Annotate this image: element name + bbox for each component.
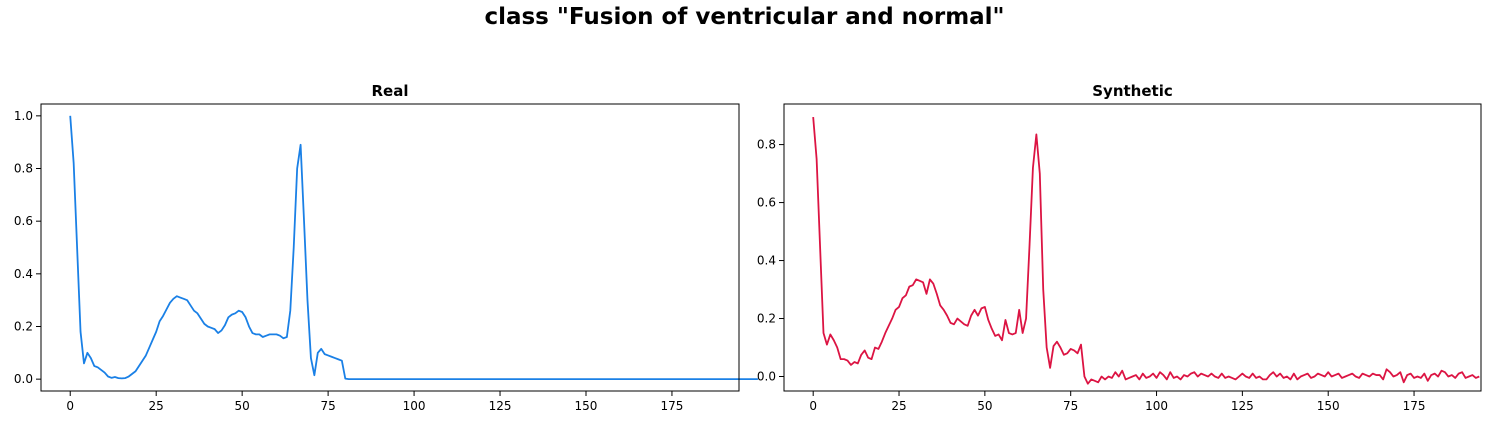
panel-real-x-tick-label: 125 xyxy=(489,399,512,413)
panel-real-x-tick-label: 0 xyxy=(66,399,74,413)
panel-real-y-tick-label: 0.6 xyxy=(14,214,33,228)
panel-synthetic-y-tick-label: 0.6 xyxy=(757,196,776,210)
panel-real-x-tick-label: 100 xyxy=(403,399,426,413)
panel-real-frame xyxy=(40,103,740,392)
panel-synthetic-y-tick-label: 0.0 xyxy=(757,370,776,384)
panel-synthetic-x-tick-label: 75 xyxy=(1063,399,1078,413)
panel-real-title: Real xyxy=(372,82,409,100)
panel-real-y-tick-label: 0.0 xyxy=(14,372,33,386)
panel-real-y-tick-label: 0.4 xyxy=(14,267,33,281)
panel-synthetic-x-tick-label: 50 xyxy=(977,399,992,413)
panel-synthetic-x-tick-label: 25 xyxy=(891,399,906,413)
panel-synthetic-y-tick-label: 0.2 xyxy=(757,312,776,326)
panel-synthetic-x-tick-label: 150 xyxy=(1317,399,1340,413)
panel-synthetic-y-tick-label: 0.8 xyxy=(757,138,776,152)
panel-synthetic-y-tick-label: 0.4 xyxy=(757,254,776,268)
panel-real-series-line xyxy=(69,115,758,381)
panel-real-x-tick-label: 150 xyxy=(575,399,598,413)
panel-real-x-tick-label: 50 xyxy=(235,399,250,413)
panel-synthetic-x-tick-label: 100 xyxy=(1145,399,1168,413)
panel-synthetic-series-line xyxy=(812,116,1480,385)
panel-real-x-tick-label: 25 xyxy=(149,399,164,413)
panel-real-y-tick-label: 1.0 xyxy=(14,109,33,123)
panel-synthetic-x-tick-label: 0 xyxy=(809,399,817,413)
panel-synthetic-x-tick-label: 175 xyxy=(1403,399,1426,413)
panel-synthetic-frame xyxy=(783,103,1482,392)
panel-real-y-tick-label: 0.8 xyxy=(14,162,33,176)
panel-real-y-tick-label: 0.2 xyxy=(14,319,33,333)
panel-real-x-tick-label: 175 xyxy=(660,399,683,413)
panel-synthetic-x-tick-label: 125 xyxy=(1231,399,1254,413)
panel-synthetic-title: Synthetic xyxy=(1092,82,1173,100)
panel-real-x-tick-label: 75 xyxy=(320,399,335,413)
figure-title: class "Fusion of ventricular and normal" xyxy=(484,4,1005,30)
